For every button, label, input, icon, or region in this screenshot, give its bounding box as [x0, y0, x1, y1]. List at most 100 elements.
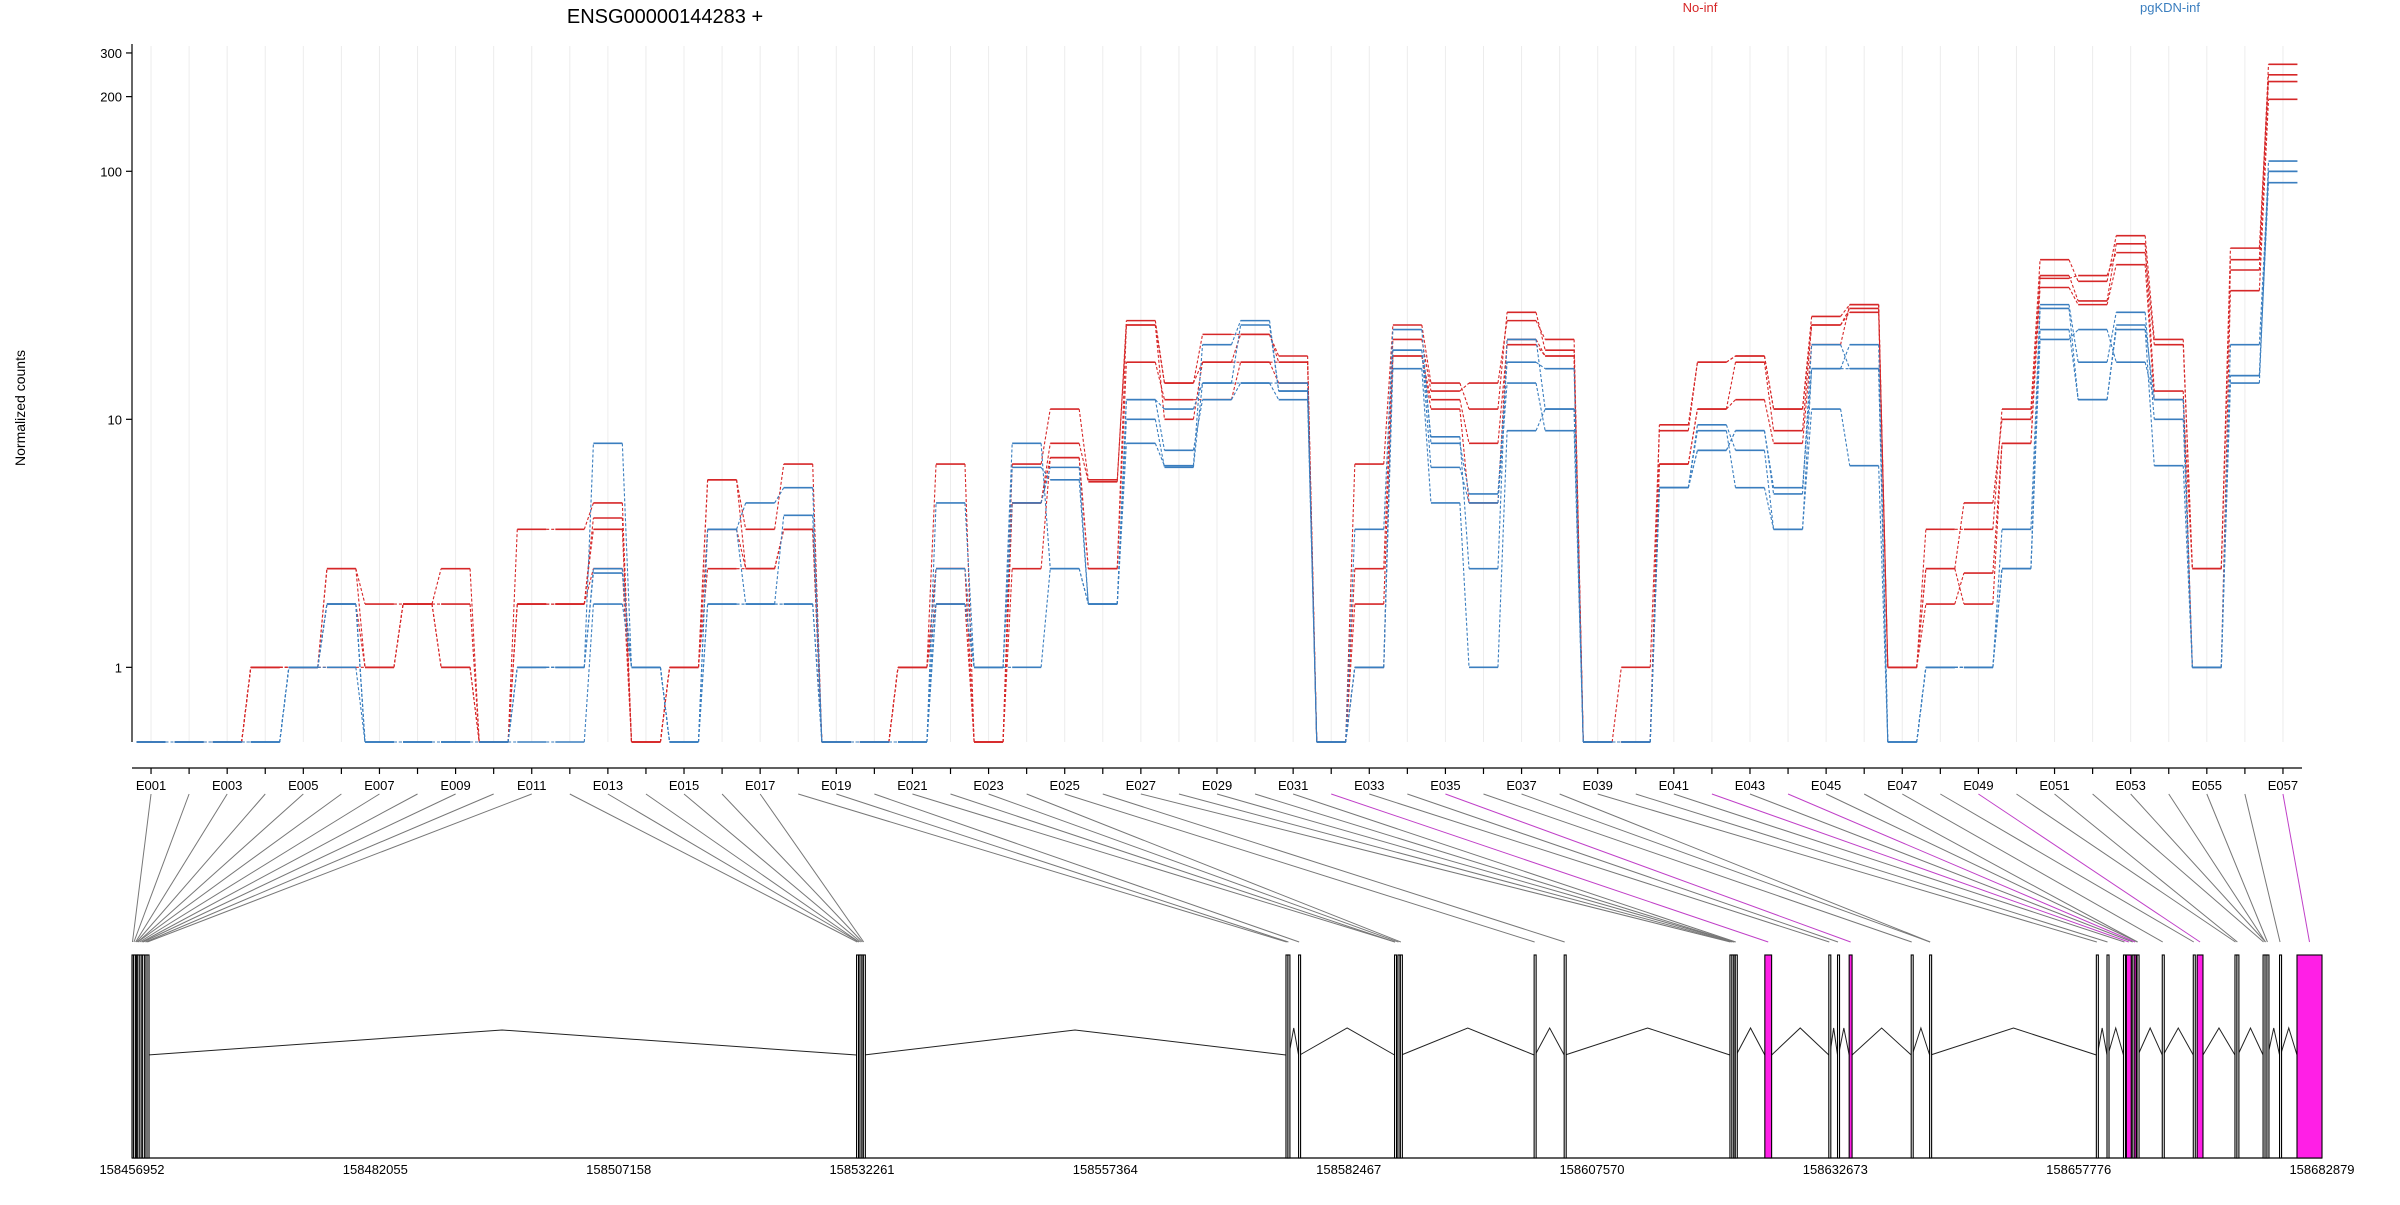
series-6-step-E026 [1078, 568, 1089, 605]
series-6-step-E057 [2258, 171, 2270, 384]
series-7-step-E019 [812, 603, 823, 743]
exon-box-36 [2125, 954, 2132, 1159]
connector-E041 [1673, 793, 2125, 943]
x-tick-label-E009: E009 [440, 778, 470, 793]
x-tick-label-E047: E047 [1887, 778, 1917, 793]
series-5-step-E038 [1535, 382, 1546, 431]
series-2-step-E025 [1040, 457, 1051, 569]
series-3-step-E021 [888, 667, 899, 743]
exon-box-47 [2266, 954, 2270, 1159]
series-4-step-E053 [2106, 312, 2117, 363]
series-3-step-E013 [583, 568, 594, 605]
series-4-step-E018 [774, 487, 785, 504]
intron-20 [1401, 1027, 1535, 1056]
connector-E050 [2016, 793, 2236, 943]
series-4-step-E038 [1535, 361, 1546, 370]
series-0-step-E057 [2258, 74, 2270, 249]
exon-box-17 [1298, 954, 1302, 1159]
coordinate-tick-2: 158507158 [586, 1162, 651, 1177]
series-3-step-E026 [1078, 457, 1089, 569]
x-tick-label-E035: E035 [1430, 778, 1460, 793]
series-0-step-E023 [964, 464, 975, 743]
series-3-step-E014 [621, 568, 633, 743]
connector-E034 [1407, 793, 1839, 943]
series-6-step-E025 [1040, 568, 1051, 668]
series-0-step-E013 [583, 502, 594, 530]
connector-E055 [2206, 793, 2268, 943]
connector-E052 [2092, 793, 2264, 943]
intron-22 [1564, 1027, 1731, 1056]
series-1-step-E052 [2068, 274, 2079, 279]
series-3-step-E035 [1421, 355, 1432, 410]
series-1-step-E030 [1230, 334, 1242, 363]
x-tick-label-E045: E045 [1811, 778, 1841, 793]
series-5-step-E023 [964, 568, 975, 668]
exon-box-19 [1397, 954, 1401, 1159]
series-2-step-E054 [2144, 243, 2155, 392]
series-0-step-E050 [1992, 409, 2003, 530]
series-2-step-E051 [2030, 275, 2041, 444]
series-7-step-E024 [1002, 502, 1013, 668]
series-6-step-E038 [1535, 408, 1546, 431]
series-3-step-E045 [1801, 324, 1813, 431]
series-2-step-E045 [1801, 344, 1813, 444]
gridlines [150, 46, 2284, 742]
series-3-step-E018 [774, 529, 785, 569]
series-7-step-E022 [926, 603, 937, 743]
series-7-step-E028 [1154, 399, 1165, 410]
intron-42 [2202, 1027, 2236, 1056]
x-tick-label-E019: E019 [821, 778, 851, 793]
series-4-step-E035 [1421, 329, 1432, 444]
series-5-step-E017 [736, 529, 747, 605]
series-0-step-E053 [2106, 235, 2117, 282]
series-4-step-E034 [1383, 329, 1394, 530]
series-0-step-E052 [2068, 259, 2079, 282]
series-5-step-E046 [1840, 408, 1851, 466]
x-tick-label-E005: E005 [288, 778, 318, 793]
connector-E015 [683, 793, 862, 943]
intron-29 [1838, 1027, 1850, 1056]
series-2-step-E044 [1763, 399, 1775, 444]
exon-box-14 [862, 954, 866, 1159]
series-1-step-E042 [1687, 362, 1698, 425]
exon-box-32 [1929, 954, 1933, 1159]
series-5-step-E028 [1154, 419, 1166, 468]
series-1-step-E027 [1116, 324, 1127, 480]
series-2-step-E023 [964, 568, 975, 743]
series-7-step-E033 [1345, 667, 1356, 743]
series-7-step-E043 [1725, 430, 1737, 451]
series-7-step-E016 [697, 603, 709, 743]
connector-E048 [1940, 793, 2195, 943]
series-4-step-E033 [1345, 529, 1356, 743]
series-6-step-E030 [1230, 382, 1242, 400]
series-2-step-E053 [2106, 243, 2117, 302]
series-1-step-E029 [1192, 361, 1204, 384]
series-3-step-E004 [241, 667, 252, 743]
series-3-step-E042 [1687, 408, 1698, 465]
series-3-step-E054 [2144, 264, 2155, 400]
series-0-step-E027 [1116, 320, 1127, 482]
series-5-step-E026 [1078, 479, 1089, 605]
series-1-step-E037 [1497, 320, 1508, 384]
intron-17 [1299, 1027, 1395, 1056]
series-3-step-E052 [2068, 287, 2079, 305]
series-5-step-E057 [2258, 182, 2270, 376]
series-1-step-E057 [2258, 64, 2270, 260]
series-0-step-E007 [355, 568, 366, 668]
exon-connectors [131, 793, 2310, 943]
exon-box-49 [2296, 954, 2323, 1159]
x-tick-label-E031: E031 [1278, 778, 1308, 793]
connector-E030 [1254, 793, 1735, 943]
connector-E036 [1483, 793, 1912, 943]
series-7-step-E036 [1459, 436, 1470, 569]
series-4-step-E036 [1459, 443, 1470, 495]
exon-box-21 [1533, 954, 1537, 1159]
series-5-step-E052 [2068, 329, 2079, 400]
series-4-step-E029 [1192, 344, 1204, 466]
x-tick-label-E051: E051 [2039, 778, 2069, 793]
exon-box-39 [2136, 954, 2140, 1159]
series-3-step-E010 [469, 667, 480, 743]
exon-box-18 [1393, 954, 1398, 1159]
exon-box-44 [2236, 954, 2240, 1159]
series-7-step-E047 [1878, 344, 1889, 743]
